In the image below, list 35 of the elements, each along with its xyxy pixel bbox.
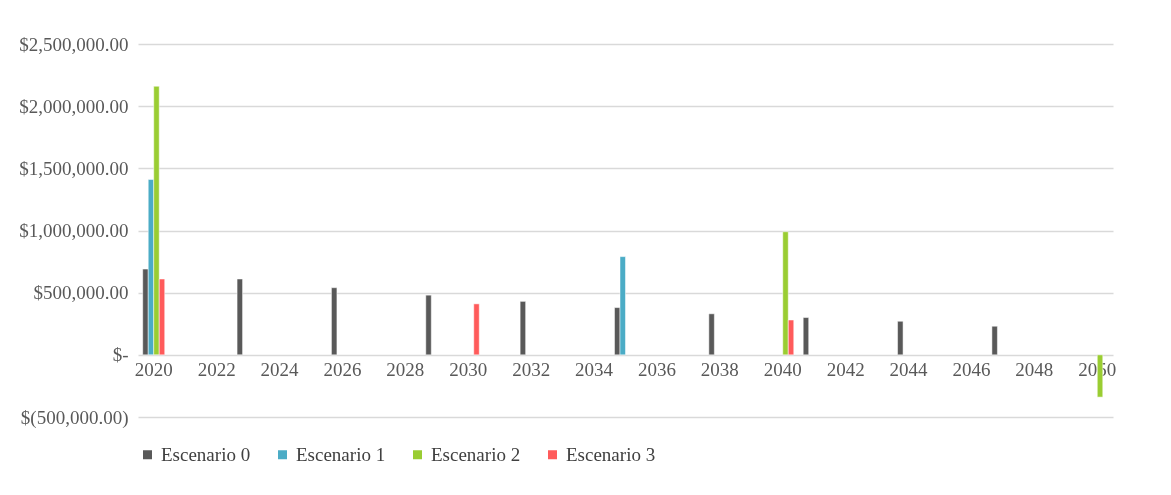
bar — [236, 278, 243, 356]
x-tick-label: 2028 — [386, 359, 425, 381]
x-tick-label: 2038 — [700, 359, 739, 381]
x-tick-label: 2044 — [889, 359, 929, 381]
legend-label: Escenario 3 — [566, 443, 656, 465]
x-tick-label: 2032 — [512, 359, 551, 381]
bar — [473, 303, 480, 356]
bar — [708, 313, 715, 356]
y-tick-label: $(500,000.00) — [20, 406, 129, 429]
y-tick-label: $- — [112, 344, 129, 366]
x-tick-label: 2042 — [826, 359, 865, 381]
x-tick-label: 2048 — [1015, 359, 1054, 381]
x-tick-label: 2030 — [449, 359, 488, 381]
x-tick-label: 2034 — [575, 359, 614, 381]
bar — [897, 321, 904, 356]
x-tick-label: 2022 — [197, 359, 236, 381]
legend-label: Escenario 1 — [296, 443, 386, 465]
y-tick-label: $2,000,000.00 — [19, 95, 129, 117]
bar — [991, 325, 998, 356]
bar — [802, 317, 809, 356]
y-tick-label: $2,500,000.00 — [19, 33, 129, 55]
x-tick-label: 2040 — [763, 359, 802, 381]
x-tick-label: 2026 — [323, 359, 362, 381]
y-tick-label: $500,000.00 — [33, 282, 129, 304]
legend-label: Escenario 0 — [161, 443, 251, 465]
x-tick-label: 2024 — [260, 359, 300, 381]
y-tick-label: $1,500,000.00 — [19, 157, 129, 179]
bar — [519, 301, 526, 356]
bar — [331, 287, 338, 356]
bar — [425, 294, 432, 356]
legend-label: Escenario 2 — [431, 443, 521, 465]
x-tick-label: 2020 — [134, 359, 173, 381]
x-tick-label: 2036 — [637, 359, 676, 381]
x-tick-label: 2046 — [952, 359, 991, 381]
y-tick-label: $1,000,000.00 — [19, 220, 129, 241]
